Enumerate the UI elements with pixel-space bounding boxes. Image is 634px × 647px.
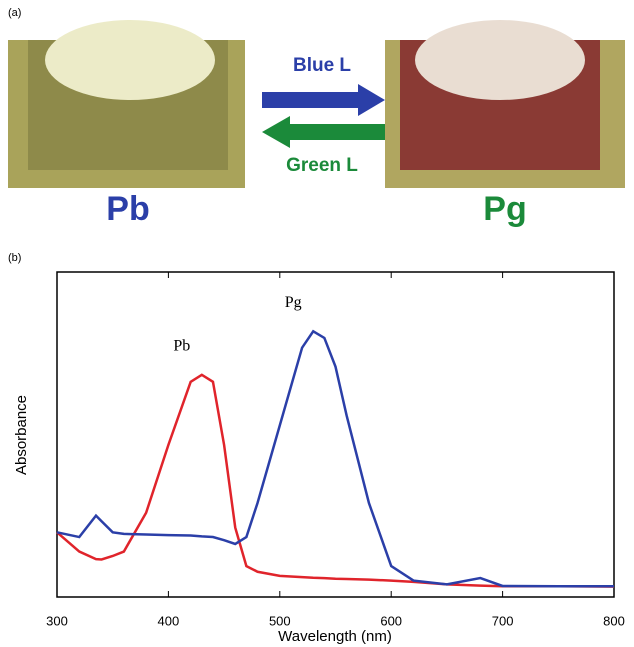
- arrow-bottom-label: Green L: [286, 155, 358, 176]
- right-label: Pg: [483, 190, 526, 228]
- plot-frame: [57, 272, 614, 597]
- arrow-left: [262, 116, 385, 148]
- series-label: Pb: [173, 338, 190, 355]
- x-tick-label: 600: [380, 613, 402, 628]
- arrow-right: [262, 84, 385, 116]
- left-label: Pb: [106, 190, 149, 228]
- panel-label: (a): [8, 7, 21, 19]
- x-tick-label: 300: [46, 613, 68, 628]
- series-label: Pg: [285, 294, 302, 311]
- figure: (a) Blue L Green L Pb Pg (b) Wavelength …: [0, 0, 634, 647]
- x-tick-label: 400: [158, 613, 180, 628]
- x-tick-label: 700: [492, 613, 514, 628]
- series-line: [57, 375, 614, 587]
- vial-right: [415, 20, 585, 100]
- panel-label: (b): [8, 252, 21, 264]
- x-tick-label: 500: [269, 613, 291, 628]
- x-axis-label: Wavelength (nm): [278, 628, 392, 645]
- series-line: [57, 331, 614, 586]
- y-axis-label: Absorbance: [13, 395, 30, 475]
- x-tick-label: 800: [603, 613, 625, 628]
- arrow-top-label: Blue L: [293, 55, 351, 76]
- vial-left: [45, 20, 215, 100]
